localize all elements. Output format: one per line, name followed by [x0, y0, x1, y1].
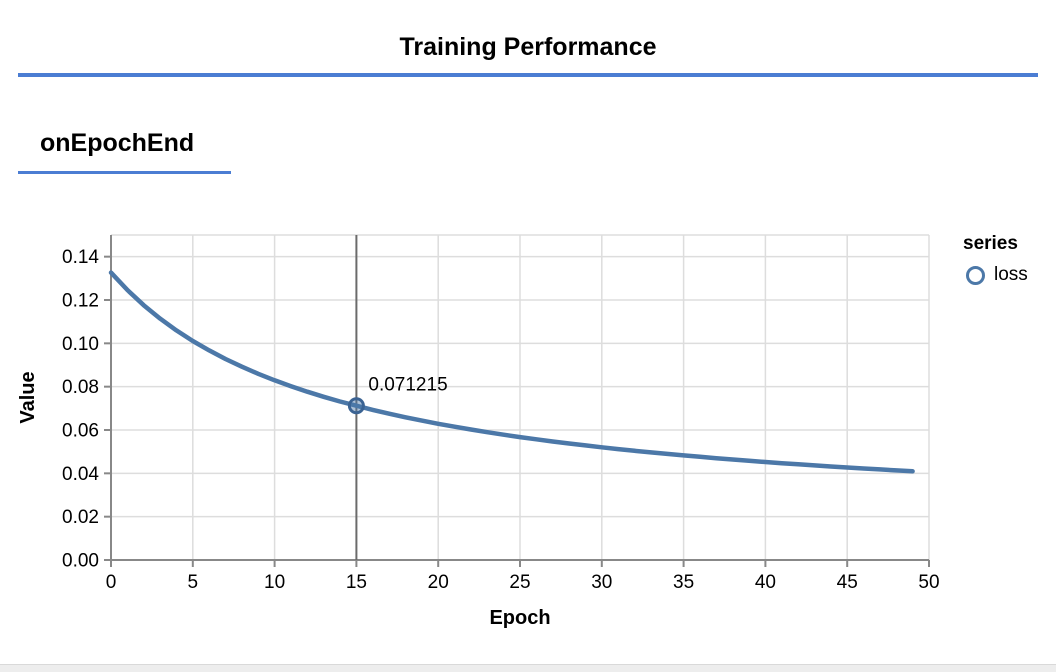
y-tick-label: 0.06 [62, 421, 99, 442]
x-tick-label: 30 [591, 572, 612, 593]
x-axis-title: Epoch [489, 607, 550, 629]
loss-series-circle-icon [966, 265, 985, 285]
page-title: Training Performance [399, 33, 657, 61]
y-tick-label: 0.10 [62, 334, 99, 355]
y-tick-label: 0.02 [62, 507, 99, 528]
x-tick-label: 50 [918, 572, 939, 593]
y-tick-label: 0.00 [62, 551, 99, 572]
x-tick-label: 40 [755, 572, 776, 593]
x-tick-label: 25 [509, 572, 530, 593]
loss-line[interactable] [108, 270, 915, 474]
section-title: onEpochEnd [40, 129, 195, 157]
x-tick-label: 0 [106, 572, 117, 593]
legend-item-loss: loss [963, 264, 1028, 286]
legend-title: series [963, 233, 1018, 254]
y-tick-label: 0.12 [62, 291, 99, 312]
y-tick-label: 0.14 [62, 247, 99, 268]
y-tick-label: 0.08 [62, 377, 99, 398]
loss-line-chart[interactable]: 0 5 10 15 20 25 30 35 40 45 50Epoch0.000.020.040.0… [0, 215, 1056, 645]
legend-label-loss: loss [994, 264, 1028, 285]
x-tick-label: 10 [264, 572, 285, 593]
y-axis-title: Value [17, 371, 39, 423]
gridlines [110, 234, 930, 561]
section-divider [18, 171, 231, 174]
tooltip-value: 0.071215 [368, 375, 447, 396]
x-tick-label: 5 [188, 572, 199, 593]
x-tick-label: 35 [673, 572, 694, 593]
x-tick-label: 20 [428, 572, 449, 593]
y-axis: 0.00 0.02 0.04 0.06 0.08 0.10 0.12 0.14 Value [17, 235, 112, 572]
y-tick-label: 0.04 [62, 464, 99, 485]
x-axis: 0 5 10 15 20 25 30 35 40 45 50 Epoch [106, 559, 940, 629]
x-tick-label: 15 [346, 572, 367, 593]
page-bottom-divider [0, 664, 1056, 672]
legend: series loss [963, 233, 1028, 286]
hover-point[interactable] [347, 397, 365, 415]
title-divider [18, 73, 1038, 77]
x-tick-label: 45 [837, 572, 858, 593]
